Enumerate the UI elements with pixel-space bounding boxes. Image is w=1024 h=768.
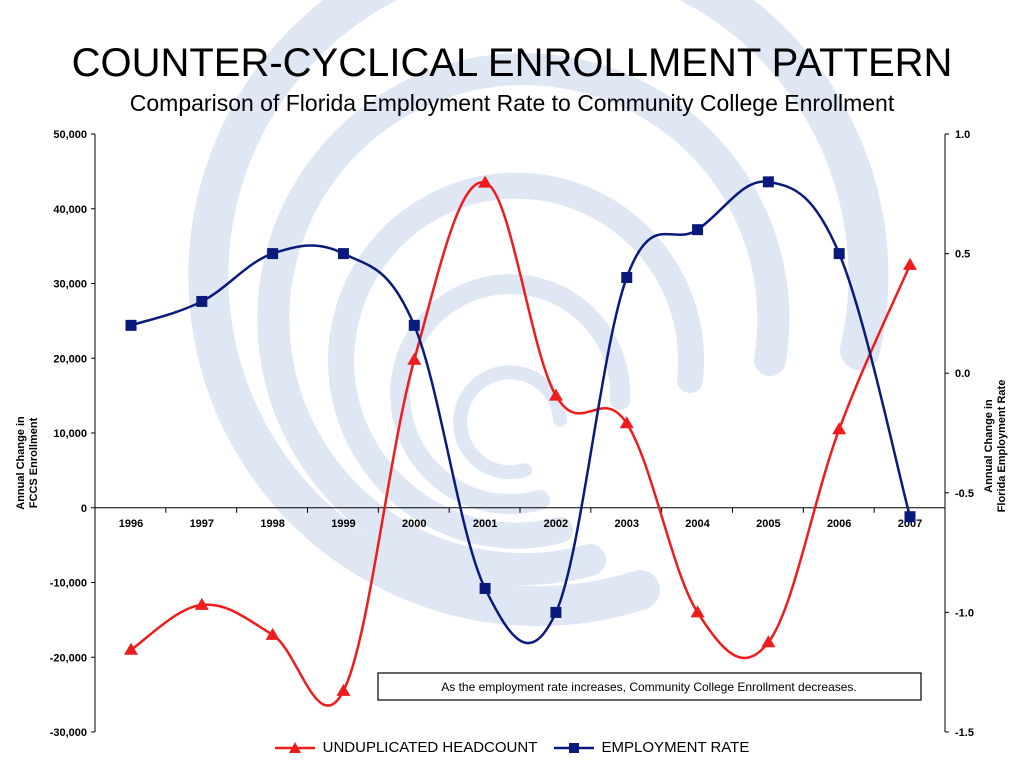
data-point-employment [692,224,704,236]
legend-label-headcount: UNDUPLICATED HEADCOUNT [322,739,538,756]
x-tick-label: 1998 [260,518,284,530]
data-point-employment [479,582,491,594]
data-point-employment [550,606,562,618]
left-axis-label: Annual Change inFCCS Enrollment [15,416,40,510]
right-tick-label: 1.0 [955,129,970,141]
data-point-employment [904,511,916,523]
legend-item-headcount: UNDUPLICATED HEADCOUNT [274,738,538,758]
series-line-employment [130,180,912,645]
left-axis-label-line: Annual Change in [15,416,27,510]
data-point-headcount [548,388,563,401]
chart-annotation: As the employment rate increases, Commun… [377,672,922,701]
right-tick-label: -1.0 [955,607,974,619]
x-tick-label: 2005 [756,518,780,530]
right-axis-label-line: Annual Change in [983,399,995,493]
data-point-headcount [124,642,138,655]
x-tick-label: 1997 [190,518,214,530]
data-point-employment [621,272,633,284]
data-point-employment [267,248,279,260]
data-point-headcount [690,605,705,618]
annotation-text: As the employment rate increases, Commun… [441,680,857,694]
legend-square-icon [553,743,594,753]
right-tick-label: -0.5 [955,488,974,500]
data-point-employment [408,319,420,331]
data-point-headcount [336,683,351,696]
chart-title: COUNTER-CYCLICAL ENROLLMENT PATTERN [71,41,953,85]
data-point-employment [762,176,774,188]
chart-series [130,180,912,707]
series-line-headcount [130,181,912,707]
x-tick-label: 2003 [614,518,638,530]
data-point-headcount [619,416,634,429]
chart-legend: UNDUPLICATED HEADCOUNT EMPLOYMENT RATE [0,738,1024,761]
data-point-headcount [478,175,493,188]
data-point-employment [125,319,137,331]
x-tick-label: 2004 [685,518,710,530]
chart-axes: 50,000 40,000 30,000 20,000 10,000 0 -10,000 -2… [15,129,1008,739]
left-tick-label: -30,000 [50,727,87,739]
x-tick-label: 2006 [827,518,851,530]
left-tick-label: 30,000 [53,279,87,291]
right-axis-label: Annual Change inFlorida Employment Rate [983,380,1008,513]
x-tick-label: 2001 [473,518,497,530]
data-point-headcount [194,597,209,610]
legend-item-employment: EMPLOYMENT RATE [553,738,750,758]
left-tick-label: 40,000 [53,204,87,216]
right-tick-label: 0.0 [955,368,970,380]
left-axis-label-line: FCCS Enrollment [28,417,40,508]
left-tick-label: 0 [81,503,87,515]
right-axis-label-line: Florida Employment Rate [996,380,1008,513]
legend-label-employment: EMPLOYMENT RATE [601,739,750,756]
chart-markers [124,175,917,696]
data-point-headcount [761,635,776,648]
left-tick-label: 10,000 [53,428,87,440]
legend-triangle-icon [274,742,315,753]
left-tick-label: -20,000 [50,652,87,664]
data-point-employment [833,248,845,260]
x-tick-label: 1999 [331,518,355,530]
annotation-box [377,672,922,701]
x-tick-label: 2000 [402,518,426,530]
data-point-employment [196,295,208,307]
left-tick-label: -10,000 [50,578,87,590]
left-tick-label: 50,000 [53,129,87,141]
x-tick-label: 2002 [544,518,568,530]
x-tick-label: 2007 [898,518,922,530]
data-point-headcount [832,422,847,435]
data-point-headcount [903,257,917,270]
data-point-headcount [265,627,280,640]
data-point-employment [337,248,349,260]
right-tick-label: -1.5 [955,727,974,739]
data-point-headcount [407,352,422,365]
chart-subtitle: Comparison of Florida Employment Rate to… [129,90,895,116]
right-tick-label: 0.5 [955,249,970,261]
x-tick-label: 1996 [119,518,143,530]
left-tick-label: 20,000 [53,353,87,365]
